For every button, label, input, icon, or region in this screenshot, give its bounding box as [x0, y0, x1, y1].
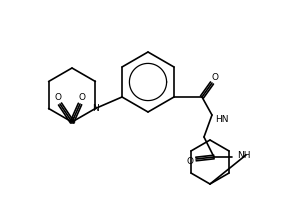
Text: O: O — [187, 156, 194, 166]
Text: O: O — [212, 73, 218, 82]
Text: N: N — [92, 104, 99, 113]
Text: HN: HN — [215, 114, 229, 123]
Text: O: O — [55, 94, 62, 102]
Text: S: S — [69, 117, 75, 127]
Text: NH: NH — [237, 152, 250, 160]
Text: O: O — [79, 94, 86, 102]
